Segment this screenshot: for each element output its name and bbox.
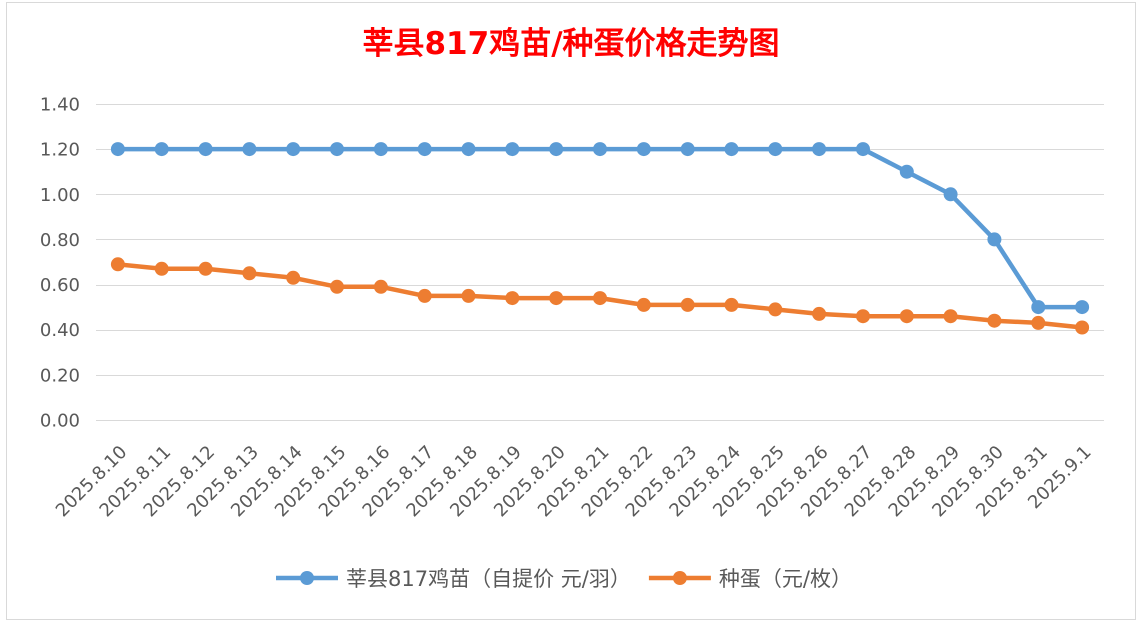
legend-label: 莘县817鸡苗（自提价 元/羽） <box>346 567 631 591</box>
legend: 莘县817鸡苗（自提价 元/羽） 种蛋（元/枚） <box>276 567 852 591</box>
data-point <box>330 142 344 157</box>
data-point <box>724 142 739 157</box>
data-point <box>856 142 870 157</box>
data-point <box>198 142 213 157</box>
data-point <box>154 142 169 157</box>
legend-item-1: 莘县817鸡苗（自提价 元/羽） <box>276 567 631 591</box>
data-point <box>680 142 695 157</box>
data-point <box>417 288 432 303</box>
data-point <box>373 142 388 157</box>
data-point <box>549 291 564 306</box>
data-point <box>768 302 783 317</box>
data-point <box>505 142 520 157</box>
y-tick-label: 0.20 <box>40 365 80 386</box>
data-point <box>242 142 257 157</box>
data-point <box>110 142 125 157</box>
data-point <box>1031 300 1046 315</box>
data-point <box>1031 315 1046 330</box>
legend-key-marker <box>672 571 687 585</box>
data-point <box>461 288 476 303</box>
data-point <box>943 309 958 324</box>
data-point <box>286 270 301 285</box>
data-point <box>899 164 914 179</box>
y-tick-label: 1.20 <box>40 140 80 161</box>
y-tick-label: 1.00 <box>40 185 80 206</box>
data-point <box>1075 320 1090 335</box>
data-point <box>505 291 520 306</box>
y-axis-labels: 0.00 0.20 0.40 0.60 0.80 1.00 1.20 1.40 <box>40 95 80 432</box>
y-tick-label: 0.00 <box>40 411 80 432</box>
legend-item-2: 种蛋（元/枚） <box>648 567 852 591</box>
data-point <box>856 309 870 324</box>
data-point <box>549 142 564 157</box>
chart-area <box>6 2 1136 620</box>
data-point <box>943 187 958 202</box>
data-point <box>636 142 651 157</box>
data-point <box>899 309 914 324</box>
data-point <box>1075 300 1090 315</box>
y-tick-label: 0.40 <box>40 320 80 341</box>
data-point <box>680 297 695 312</box>
y-tick-label: 1.40 <box>40 95 80 116</box>
legend-label: 种蛋（元/枚） <box>719 567 852 591</box>
data-point <box>110 257 125 272</box>
chart-title: 莘县817鸡苗/种蛋价格走势图 <box>362 26 779 62</box>
data-point <box>593 291 607 306</box>
data-point <box>987 232 1002 247</box>
data-point <box>636 297 651 312</box>
data-point <box>373 279 388 294</box>
plot-series <box>110 142 1090 335</box>
data-point <box>198 261 213 276</box>
series-1 <box>110 142 1090 315</box>
data-point <box>987 313 1002 328</box>
data-point <box>417 142 432 157</box>
data-point <box>286 142 301 157</box>
series-2 <box>110 257 1090 335</box>
data-point <box>154 261 169 276</box>
y-tick-label: 0.80 <box>40 230 80 251</box>
legend-key-marker <box>300 571 314 585</box>
data-point <box>724 297 739 312</box>
data-point <box>330 279 344 294</box>
data-point <box>593 142 607 157</box>
data-point <box>768 142 783 157</box>
data-point <box>812 306 827 321</box>
data-point <box>812 142 827 157</box>
data-point <box>461 142 476 157</box>
y-tick-label: 0.60 <box>40 275 80 296</box>
data-point <box>242 266 257 281</box>
